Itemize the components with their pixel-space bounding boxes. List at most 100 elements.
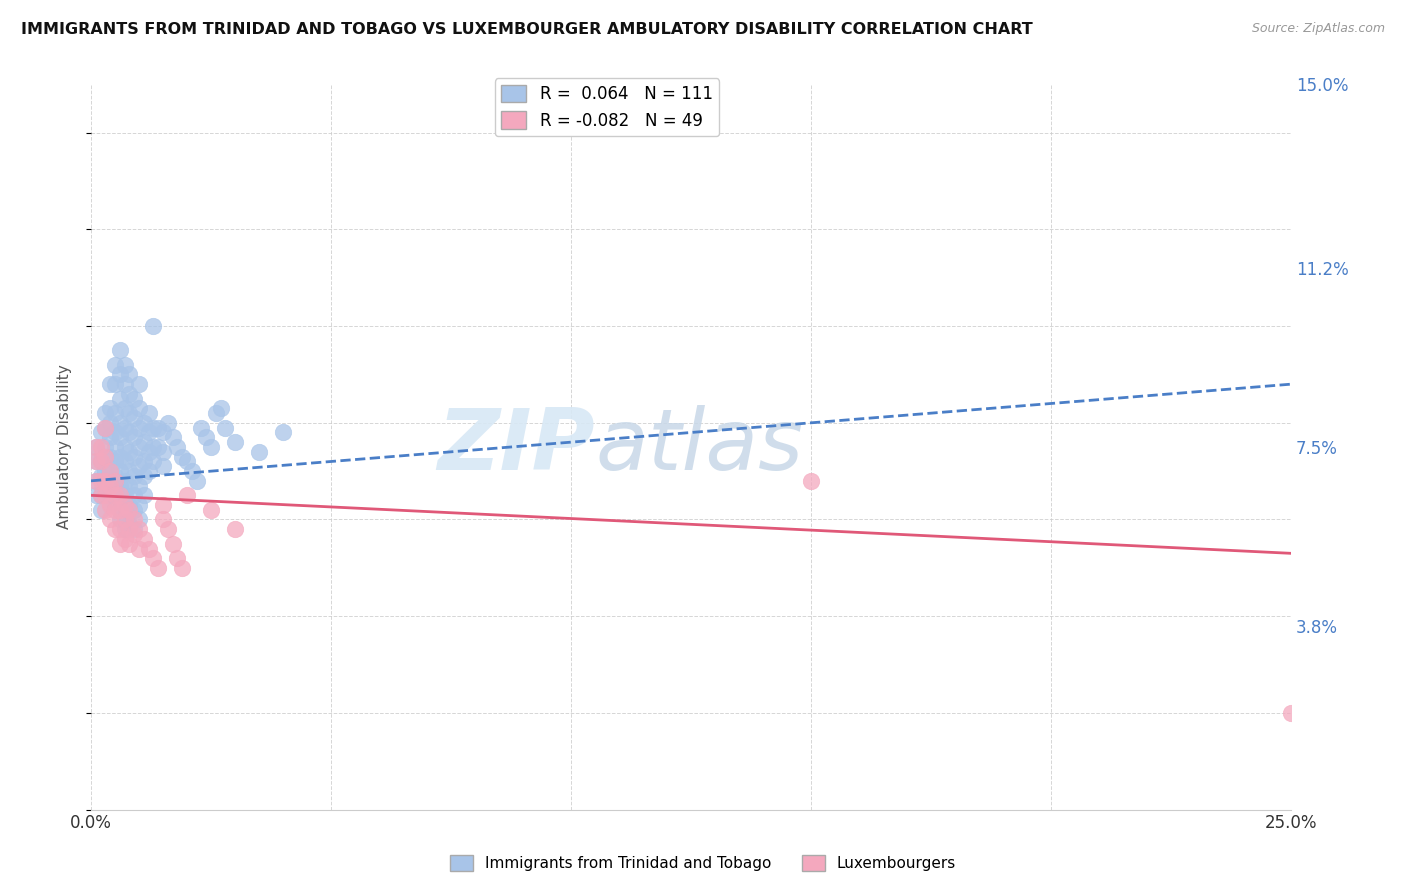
Point: [90, 469, 112, 483]
Point: [114, 512, 136, 526]
Point: [98, 464, 121, 478]
Point: [98, 377, 121, 392]
Point: [104, 483, 127, 498]
Point: [172, 450, 194, 464]
Point: [128, 459, 150, 474]
Point: [114, 358, 136, 372]
Legend: Immigrants from Trinidad and Tobago, Luxembourgers: Immigrants from Trinidad and Tobago, Lux…: [444, 849, 962, 877]
Point: [186, 474, 208, 488]
Point: [98, 450, 121, 464]
Point: [118, 368, 141, 382]
Point: [98, 464, 121, 478]
Point: [122, 392, 145, 406]
Point: [104, 358, 127, 372]
Point: [114, 498, 136, 512]
Point: [94, 474, 117, 488]
Point: [142, 440, 165, 454]
Point: [132, 435, 155, 450]
Point: [122, 527, 145, 541]
Point: [84, 454, 107, 468]
Point: [122, 522, 145, 536]
Point: [200, 503, 222, 517]
Point: [138, 445, 160, 459]
Point: [104, 377, 127, 392]
Point: [98, 488, 121, 502]
Point: [104, 425, 127, 440]
Point: [132, 488, 155, 502]
Point: [152, 512, 174, 526]
Point: [118, 406, 141, 420]
Point: [128, 512, 150, 526]
Point: [84, 488, 107, 502]
Point: [800, 474, 823, 488]
Point: [200, 440, 222, 454]
Point: [104, 498, 127, 512]
Point: [214, 420, 236, 434]
Point: [114, 454, 136, 468]
Legend: R =  0.064   N = 111, R = -0.082   N = 49: R = 0.064 N = 111, R = -0.082 N = 49: [495, 78, 720, 136]
Point: [132, 469, 155, 483]
Point: [146, 420, 169, 434]
Point: [152, 459, 174, 474]
Point: [190, 420, 212, 434]
Text: ZIP: ZIP: [437, 406, 595, 489]
Point: [224, 435, 246, 450]
Point: [104, 469, 127, 483]
Point: [152, 445, 174, 459]
Point: [146, 440, 169, 454]
Point: [108, 478, 131, 492]
Point: [138, 464, 160, 478]
Point: [108, 512, 131, 526]
Point: [118, 503, 141, 517]
Point: [94, 440, 117, 454]
Point: [204, 406, 226, 420]
Point: [162, 536, 184, 550]
Point: [128, 498, 150, 512]
Point: [195, 430, 218, 444]
Point: [156, 416, 179, 430]
Point: [84, 440, 107, 454]
Point: [142, 319, 165, 334]
Point: [98, 430, 121, 444]
Text: atlas: atlas: [595, 406, 803, 489]
Point: [114, 377, 136, 392]
Point: [152, 425, 174, 440]
Point: [98, 498, 121, 512]
Point: [118, 478, 141, 492]
Point: [94, 488, 117, 502]
Point: [108, 522, 131, 536]
Point: [104, 406, 127, 420]
Point: [94, 450, 117, 464]
Point: [142, 551, 165, 566]
Point: [90, 488, 112, 502]
Point: [122, 411, 145, 425]
Point: [142, 454, 165, 468]
Point: [90, 425, 112, 440]
Point: [114, 532, 136, 546]
Point: [108, 503, 131, 517]
Point: [128, 522, 150, 536]
Point: [122, 450, 145, 464]
Point: [138, 541, 160, 556]
Point: [94, 450, 117, 464]
Point: [114, 474, 136, 488]
Point: [114, 401, 136, 416]
Point: [1279, 706, 1302, 720]
Point: [118, 386, 141, 401]
Point: [142, 420, 165, 434]
Point: [156, 522, 179, 536]
Point: [180, 464, 202, 478]
Point: [146, 561, 169, 575]
Point: [128, 541, 150, 556]
Point: [108, 392, 131, 406]
Point: [118, 425, 141, 440]
Point: [104, 503, 127, 517]
Point: [84, 440, 107, 454]
Point: [122, 512, 145, 526]
Point: [118, 536, 141, 550]
Point: [122, 488, 145, 502]
Point: [247, 445, 270, 459]
Point: [94, 488, 117, 502]
Point: [118, 464, 141, 478]
Point: [166, 440, 188, 454]
